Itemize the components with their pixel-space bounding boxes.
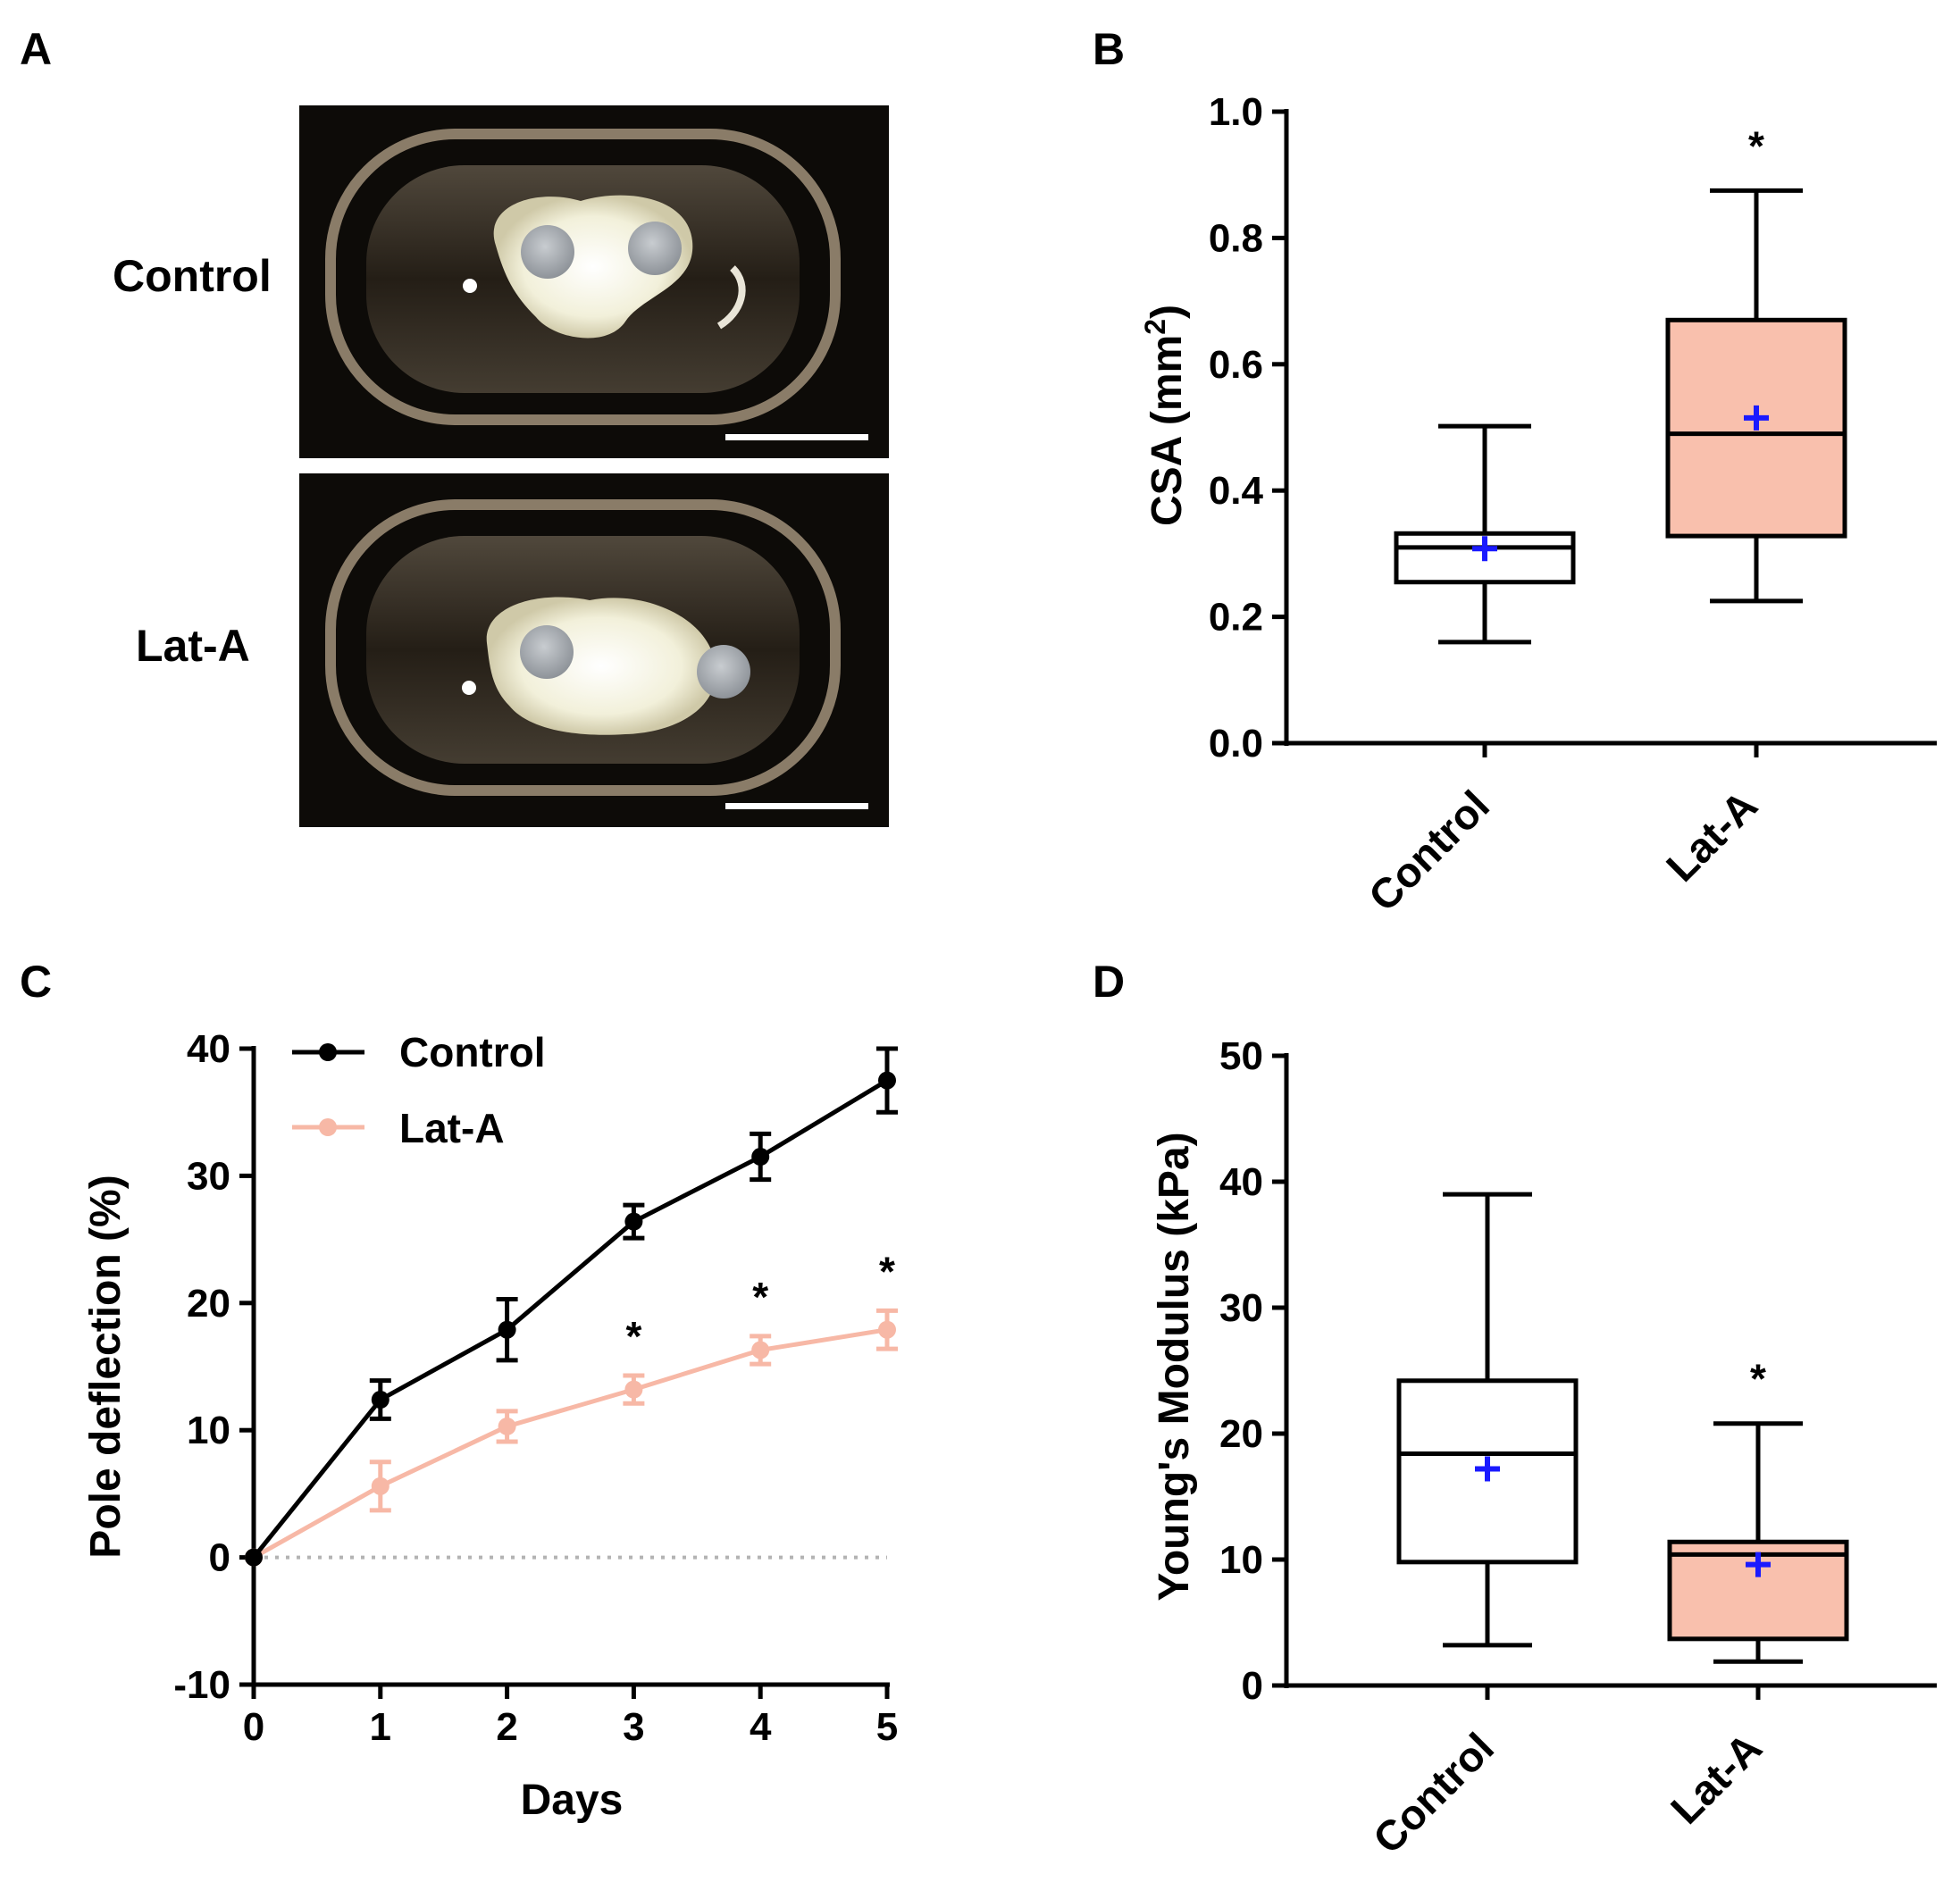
- data-point: [878, 1320, 896, 1339]
- y-tick-label: 40: [1219, 1160, 1263, 1204]
- legend-marker-lat-a: [319, 1118, 337, 1136]
- data-point: [245, 1548, 263, 1567]
- y-tick-label: 30: [187, 1154, 230, 1198]
- data-point: [878, 1071, 896, 1090]
- photo-label-control: Control: [113, 251, 272, 301]
- panel-c-axes: -10 0 10 20 30 40 0 1 2 3 4 5: [173, 1027, 898, 1749]
- significance-star: *: [1750, 1356, 1766, 1402]
- panel-c-y-axis-title: Pole deflection (%): [82, 1175, 130, 1558]
- panel-c: C Pole deflection (%) Days -10 0 10 20 30 40 0…: [20, 957, 898, 1824]
- panel-d-axes: 0 10 20 30 40 50: [1219, 1034, 1937, 1708]
- tissue-photo-lat-a: [299, 473, 889, 827]
- tissue-photo-control: [299, 105, 889, 458]
- series-line: [252, 1078, 889, 1560]
- panel-a-letter: A: [20, 24, 52, 74]
- panel-c-marks: * * *: [245, 1046, 898, 1567]
- y-tick-label: 0: [209, 1536, 230, 1580]
- panel-b: B CSA (mm2) 0.0 0.2 0.4 0.6 0.8 1.0 * Control…: [1093, 24, 1937, 920]
- data-point: [624, 1380, 643, 1399]
- y-tick-label: 40: [187, 1027, 230, 1071]
- y-tick-label: 20: [1219, 1412, 1263, 1456]
- panel-c-letter: C: [20, 957, 52, 1007]
- panel-b-letter: B: [1093, 24, 1125, 74]
- legend-label-lat-a: Lat-A: [399, 1105, 505, 1151]
- pole-left: [520, 625, 574, 679]
- panel-d-marks: *: [1396, 1192, 1849, 1664]
- panel-b-category-control: Control: [1359, 782, 1498, 921]
- y-tick-label: 30: [1219, 1286, 1263, 1330]
- y-tick-label: 50: [1219, 1034, 1263, 1078]
- legend-label-control: Control: [399, 1029, 546, 1075]
- data-point: [498, 1417, 516, 1435]
- data-point: [751, 1148, 770, 1167]
- significance-star: *: [1748, 122, 1764, 169]
- panel-a: A Control Lat-A: [20, 24, 889, 827]
- well-outline: [325, 499, 841, 796]
- panel-b-marks: *: [1394, 122, 1847, 645]
- x-tick-label: 4: [750, 1705, 772, 1749]
- pole-right: [697, 645, 750, 698]
- significance-star: *: [879, 1248, 895, 1294]
- panel-d-letter: D: [1093, 957, 1125, 1007]
- data-point: [624, 1212, 643, 1231]
- y-tick-label: 10: [1219, 1538, 1263, 1582]
- pole-left: [521, 225, 574, 279]
- panel-b-category-lat-a: Lat-A: [1657, 782, 1766, 891]
- data-point: [371, 1476, 389, 1495]
- y-tick-label: 10: [187, 1409, 230, 1452]
- x-tick-label: 5: [876, 1705, 898, 1749]
- y-tick-label: 0.0: [1209, 722, 1263, 765]
- data-point: [498, 1320, 516, 1339]
- glare: [716, 265, 746, 330]
- panel-c-x-axis-title: Days: [521, 1777, 624, 1824]
- y-tick-label: 1.0: [1209, 90, 1263, 134]
- tissue: [486, 597, 716, 735]
- y-tick-label: 0.8: [1209, 216, 1263, 260]
- y-tick-label: 0.6: [1209, 343, 1263, 387]
- x-tick-label: 3: [623, 1705, 644, 1749]
- significance-star: *: [752, 1274, 768, 1320]
- x-tick-label: 1: [370, 1705, 391, 1749]
- x-tick-label: 0: [243, 1705, 264, 1749]
- series-line: [252, 1327, 888, 1560]
- panel-d: D Young's Modulus (kPa) 0 10 20 30 40 50 * Co…: [1093, 957, 1937, 1862]
- glare-dot: [462, 681, 476, 695]
- panel-d-y-axis-title: Young's Modulus (kPa): [1151, 1132, 1198, 1601]
- y-tick-label: 0.4: [1209, 469, 1264, 513]
- data-point: [751, 1341, 770, 1359]
- y-tick-label: 20: [187, 1282, 230, 1326]
- photo-label-lat-a: Lat-A: [136, 621, 250, 671]
- data-point: [371, 1391, 389, 1409]
- y-tick-label: -10: [173, 1663, 230, 1707]
- series-lat-a: [245, 1308, 898, 1567]
- panel-d-category-control: Control: [1363, 1724, 1503, 1863]
- series-control: [245, 1046, 898, 1567]
- panel-d-category-lat-a: Lat-A: [1662, 1724, 1771, 1833]
- panel-b-axes: 0.0 0.2 0.4 0.6 0.8 1.0: [1209, 90, 1937, 765]
- legend-marker-control: [319, 1043, 337, 1061]
- scale-bar: [725, 434, 868, 440]
- legend: Control Lat-A: [292, 1029, 546, 1151]
- x-tick-label: 2: [496, 1705, 517, 1749]
- y-tick-label: 0.2: [1209, 596, 1263, 640]
- glare-dot: [463, 279, 477, 293]
- scale-bar: [725, 803, 868, 809]
- pole-right: [628, 222, 682, 275]
- panel-b-y-axis-title: CSA (mm2): [1139, 305, 1191, 526]
- significance-star: *: [625, 1313, 641, 1359]
- well-outline: [325, 129, 841, 425]
- y-tick-label: 0: [1242, 1664, 1263, 1708]
